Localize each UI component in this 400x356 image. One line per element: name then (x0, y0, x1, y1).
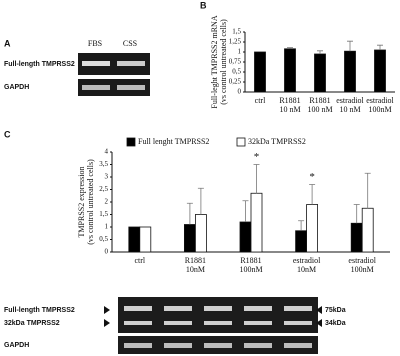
band (117, 61, 145, 66)
y-tick-label: 3 (105, 173, 109, 181)
bar (350, 222, 363, 253)
lane-label: FBS (88, 39, 102, 48)
y-tick-label: 0,5 (232, 68, 241, 76)
bands (124, 306, 312, 325)
bar (295, 230, 308, 253)
bar (284, 48, 296, 93)
bar (254, 51, 266, 93)
error-bar (377, 44, 383, 50)
panel-label: B (200, 0, 207, 10)
lane-label: CSS (123, 39, 137, 48)
y-tick-label: 0,75 (229, 58, 242, 66)
panel-label: C (4, 129, 11, 139)
y-tick-label: 1 (238, 48, 242, 56)
legend-swatch (236, 137, 246, 147)
error-bar (298, 220, 305, 231)
y-tick-label: 1 (105, 223, 109, 231)
error-bar (309, 184, 316, 205)
legend-label: Full lenght TMPRSS2 (138, 137, 209, 146)
y-tick-label: 1,5 (232, 28, 241, 36)
x-tick-label: estradiol 10 nM (336, 96, 364, 114)
y-tick-label: 0,25 (229, 78, 242, 86)
bar (250, 192, 263, 253)
blot (78, 79, 150, 96)
x-tick-label: R1881 100nM (239, 256, 262, 274)
legend-label: 32kDa TMPRSS2 (248, 137, 306, 146)
blot (118, 297, 318, 333)
x-tick-label: ctrl (255, 96, 266, 105)
annotation: * (309, 171, 315, 183)
error-bar (347, 40, 353, 52)
x-tick-label: estradiol 100nM (366, 96, 394, 114)
y-tick-label: 3,5 (99, 160, 108, 168)
x-tick-label: R1881 10 nM (279, 96, 300, 114)
annotation: * (254, 151, 260, 163)
bands (124, 343, 312, 348)
error-bar (253, 164, 260, 194)
bar (374, 49, 386, 93)
y-axis-label: Full-leght TMPRSS2 mRNA (210, 15, 219, 108)
legend-swatch (126, 137, 136, 147)
x-tick-label: estradiol 100nM (348, 256, 376, 274)
error-bar (242, 200, 249, 222)
y-tick-label: 0 (105, 248, 109, 256)
size-label: 75kDa (325, 307, 346, 314)
bar (361, 207, 374, 253)
error-bar (186, 202, 193, 225)
bar (314, 53, 326, 93)
bar (344, 50, 356, 93)
band (82, 61, 110, 66)
x-tick-label: R1881 10nM (185, 256, 206, 274)
bar (306, 204, 319, 253)
bar (128, 226, 141, 253)
y-axis-label: TMPRSS2 expression (77, 167, 86, 238)
error-bar (197, 187, 204, 215)
blot-label: Full-length TMPRSS2 (4, 307, 75, 314)
panel-label: A (4, 38, 11, 48)
y-tick-label: 0,5 (99, 235, 108, 243)
bar (183, 224, 196, 253)
error-bar (353, 204, 360, 224)
error-bar (317, 50, 323, 54)
y-tick-label: 4 (105, 148, 109, 156)
blot-label: Full-length TMPRSS2 (4, 61, 75, 68)
y-axis-label: (vs control untreated cells) (219, 19, 228, 105)
bar (139, 226, 152, 253)
y-tick-label: 2,5 (99, 185, 108, 193)
band (82, 85, 110, 90)
x-tick-label: estradiol 10nM (293, 256, 321, 274)
y-tick-label: 1,5 (99, 210, 108, 218)
y-tick-label: 2 (105, 198, 109, 206)
x-tick-label: ctrl (134, 256, 145, 265)
blot-label: GAPDH (4, 84, 29, 91)
bar (239, 221, 252, 253)
error-bar (287, 47, 293, 49)
x-tick-label: R1881 100 nM (307, 96, 332, 114)
blot (78, 53, 150, 75)
blot-label: 32kDa TMPRSS2 (4, 320, 60, 327)
blot-label: GAPDH (4, 342, 29, 349)
size-label: 34kDa (325, 320, 346, 327)
error-bar (364, 172, 371, 209)
y-axis-label: (vs control untreated cells) (86, 159, 95, 245)
band (117, 85, 145, 90)
y-tick-label: 0 (238, 88, 242, 96)
bar (194, 214, 207, 253)
y-tick-label: 1,25 (229, 38, 242, 46)
